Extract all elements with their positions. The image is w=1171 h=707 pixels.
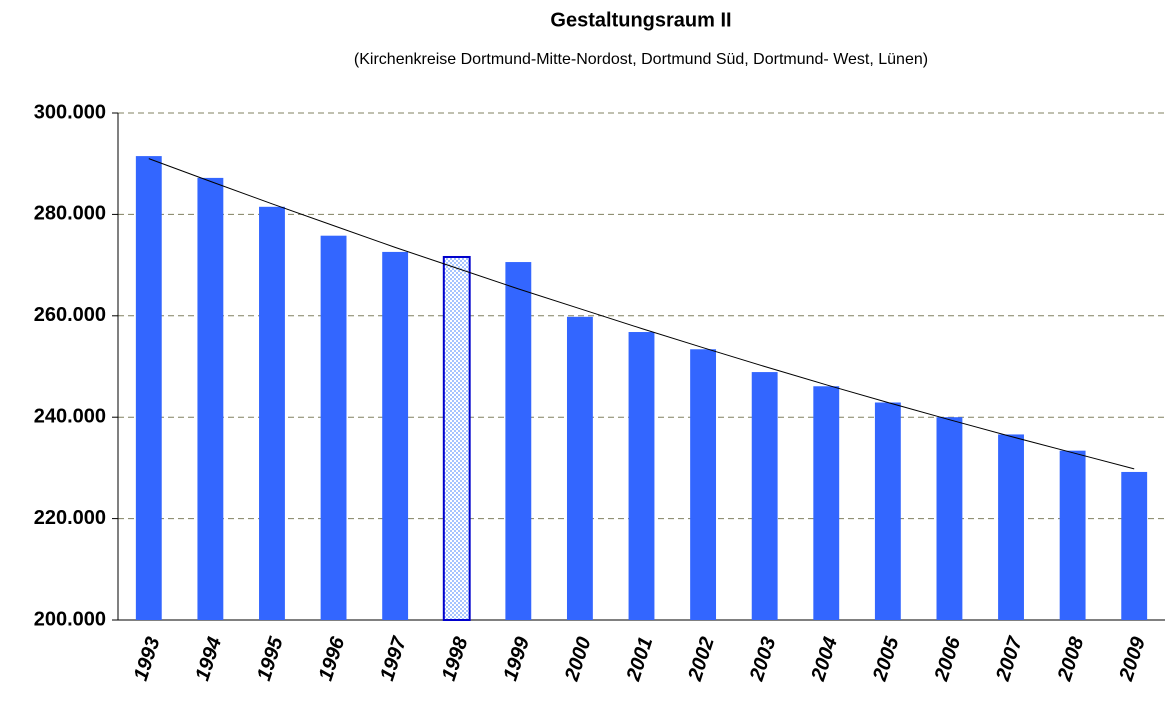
chart-title: Gestaltungsraum II	[550, 9, 731, 31]
bar	[197, 177, 224, 620]
x-tick-label: 2008	[1053, 634, 1088, 685]
x-tick-label: 2001	[622, 634, 657, 684]
bar	[566, 316, 593, 620]
x-tick-label: 1999	[499, 634, 534, 684]
x-tick-label: 2005	[869, 634, 904, 685]
bar	[259, 206, 285, 621]
bar	[135, 156, 162, 620]
x-tick-label: 1993	[130, 634, 165, 683]
y-tick-label: 280.000	[34, 203, 106, 225]
bar	[874, 402, 901, 620]
y-tick-label: 300.000	[34, 101, 106, 123]
bar	[690, 349, 717, 620]
x-tick-label: 2000	[561, 634, 596, 684]
bar	[320, 235, 347, 620]
x-tick-label: 1997	[376, 634, 411, 684]
bar	[628, 332, 655, 620]
x-tick-label: 1995	[253, 634, 288, 684]
y-tick-label: 260.000	[34, 304, 106, 326]
x-tick-label: 1998	[438, 634, 473, 684]
bar	[751, 372, 778, 620]
bar	[1059, 450, 1086, 620]
bar	[1121, 471, 1148, 620]
highlighted-bar	[442, 255, 471, 621]
bar	[936, 417, 963, 620]
bar	[505, 262, 532, 620]
x-tick-label: 2003	[745, 634, 780, 684]
x-tick-label: 2009	[1115, 634, 1150, 685]
bar	[813, 386, 840, 620]
x-tick-label: 2002	[684, 634, 719, 684]
x-tick-label: 1996	[315, 634, 350, 684]
bar	[998, 434, 1024, 620]
y-tick-label: 220.000	[34, 507, 106, 529]
bar	[382, 251, 409, 620]
y-tick-label: 200.000	[34, 608, 106, 630]
y-tick-label: 240.000	[34, 405, 106, 427]
trend-line	[148, 158, 1135, 470]
x-tick-label: 2006	[930, 634, 965, 685]
x-tick-label: 1994	[191, 634, 226, 683]
chart-subtitle: (Kirchenkreise Dortmund-Mitte-Nordost, D…	[354, 51, 928, 68]
x-tick-label: 2007	[992, 634, 1027, 685]
x-tick-label: 2004	[807, 634, 842, 684]
